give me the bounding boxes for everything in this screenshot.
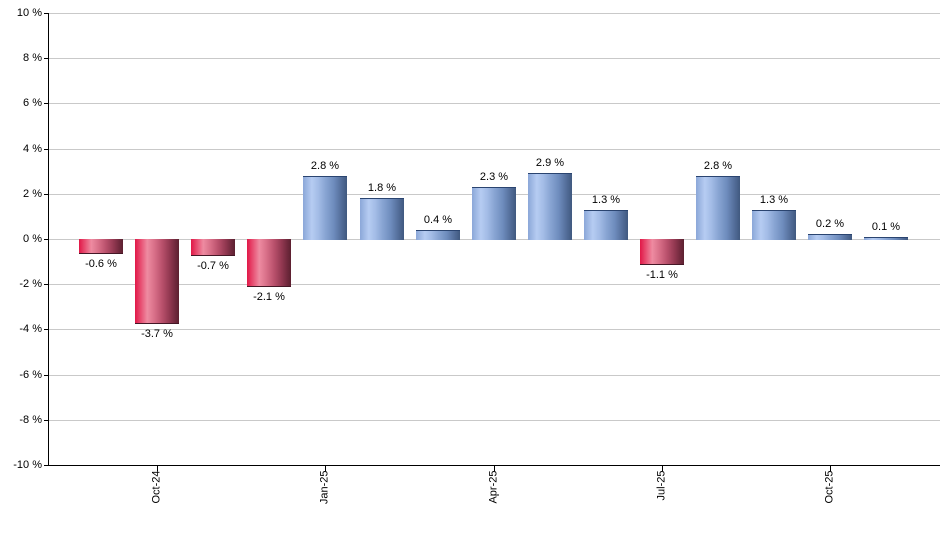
bar-value-label: 0.1 % [871,221,901,233]
bar-10 [640,239,684,265]
bar-6 [416,230,460,240]
y-axis-tick-label: -10 % [13,459,42,471]
gridline--8 [48,420,940,421]
bar-value-label: 1.8 % [367,182,397,194]
bar-0 [79,239,123,254]
x-axis-tick [325,466,326,471]
bar-4 [303,176,347,240]
bar-12 [752,210,796,240]
bar-1 [135,239,179,324]
y-axis-tick-label: -8 % [19,414,42,426]
y-axis-tick [44,465,48,466]
y-axis-tick [44,58,48,59]
y-axis-tick [44,13,48,14]
bar-value-label: 2.8 % [703,160,733,172]
bar-value-label: 0.4 % [423,214,453,226]
bar-value-label: -0.6 % [85,258,117,270]
x-axis-line [48,465,940,466]
bar-value-label: 2.9 % [535,157,565,169]
bar-value-label: 2.3 % [479,171,509,183]
gridline--6 [48,375,940,376]
x-axis-tick [157,466,158,471]
bar-3 [247,239,291,287]
x-axis-tick [662,466,663,471]
gridline--2 [48,284,940,285]
y-axis-tick [44,375,48,376]
bar-value-label: 1.3 % [591,194,621,206]
x-axis-tick [830,466,831,471]
bar-value-label: 0.2 % [815,218,845,230]
bar-value-label: 2.8 % [310,160,340,172]
x-axis-tick-label: Oct-25 [823,470,836,504]
y-axis-tick-label: -2 % [19,278,42,290]
y-axis-tick-label: 4 % [23,143,42,155]
y-axis-tick [44,194,48,195]
y-axis-tick [44,329,48,330]
y-axis-tick [44,149,48,150]
y-axis-tick [44,103,48,104]
bar-13 [808,234,852,240]
bar-value-label: -3.7 % [141,328,173,340]
bar-14 [864,237,908,240]
bar-5 [360,198,404,240]
x-axis-tick [494,466,495,471]
gridline--4 [48,329,940,330]
y-axis-tick-label: 0 % [23,233,42,245]
bar-value-label: -0.7 % [197,260,229,272]
y-axis-tick-label: 10 % [16,7,42,19]
bar-8 [528,173,572,240]
x-axis-tick-label: Jul-25 [655,470,668,501]
y-axis-tick-label: 2 % [23,188,42,200]
bar-7 [472,187,516,240]
gridline-4 [48,149,940,150]
gridline-8 [48,58,940,59]
gridline-10 [48,13,940,14]
bar-value-label: -2.1 % [253,291,285,303]
bar-9 [584,210,628,240]
y-axis-tick-label: 6 % [23,97,42,109]
y-axis-tick [44,284,48,285]
y-axis-line [48,13,49,466]
y-axis-tick-label: 8 % [23,52,42,64]
bar-2 [191,239,235,256]
gridline-6 [48,103,940,104]
y-axis-tick-label: -4 % [19,323,42,335]
y-axis-tick [44,420,48,421]
bar-value-label: -1.1 % [646,269,678,281]
x-axis-tick-label: Apr-25 [487,470,500,504]
x-axis-tick-label: Oct-24 [150,470,163,504]
y-axis-tick-label: -6 % [19,369,42,381]
x-axis-tick-label: Jan-25 [318,470,331,505]
bar-11 [696,176,740,240]
bar-value-label: 1.3 % [759,194,789,206]
y-axis-tick [44,239,48,240]
